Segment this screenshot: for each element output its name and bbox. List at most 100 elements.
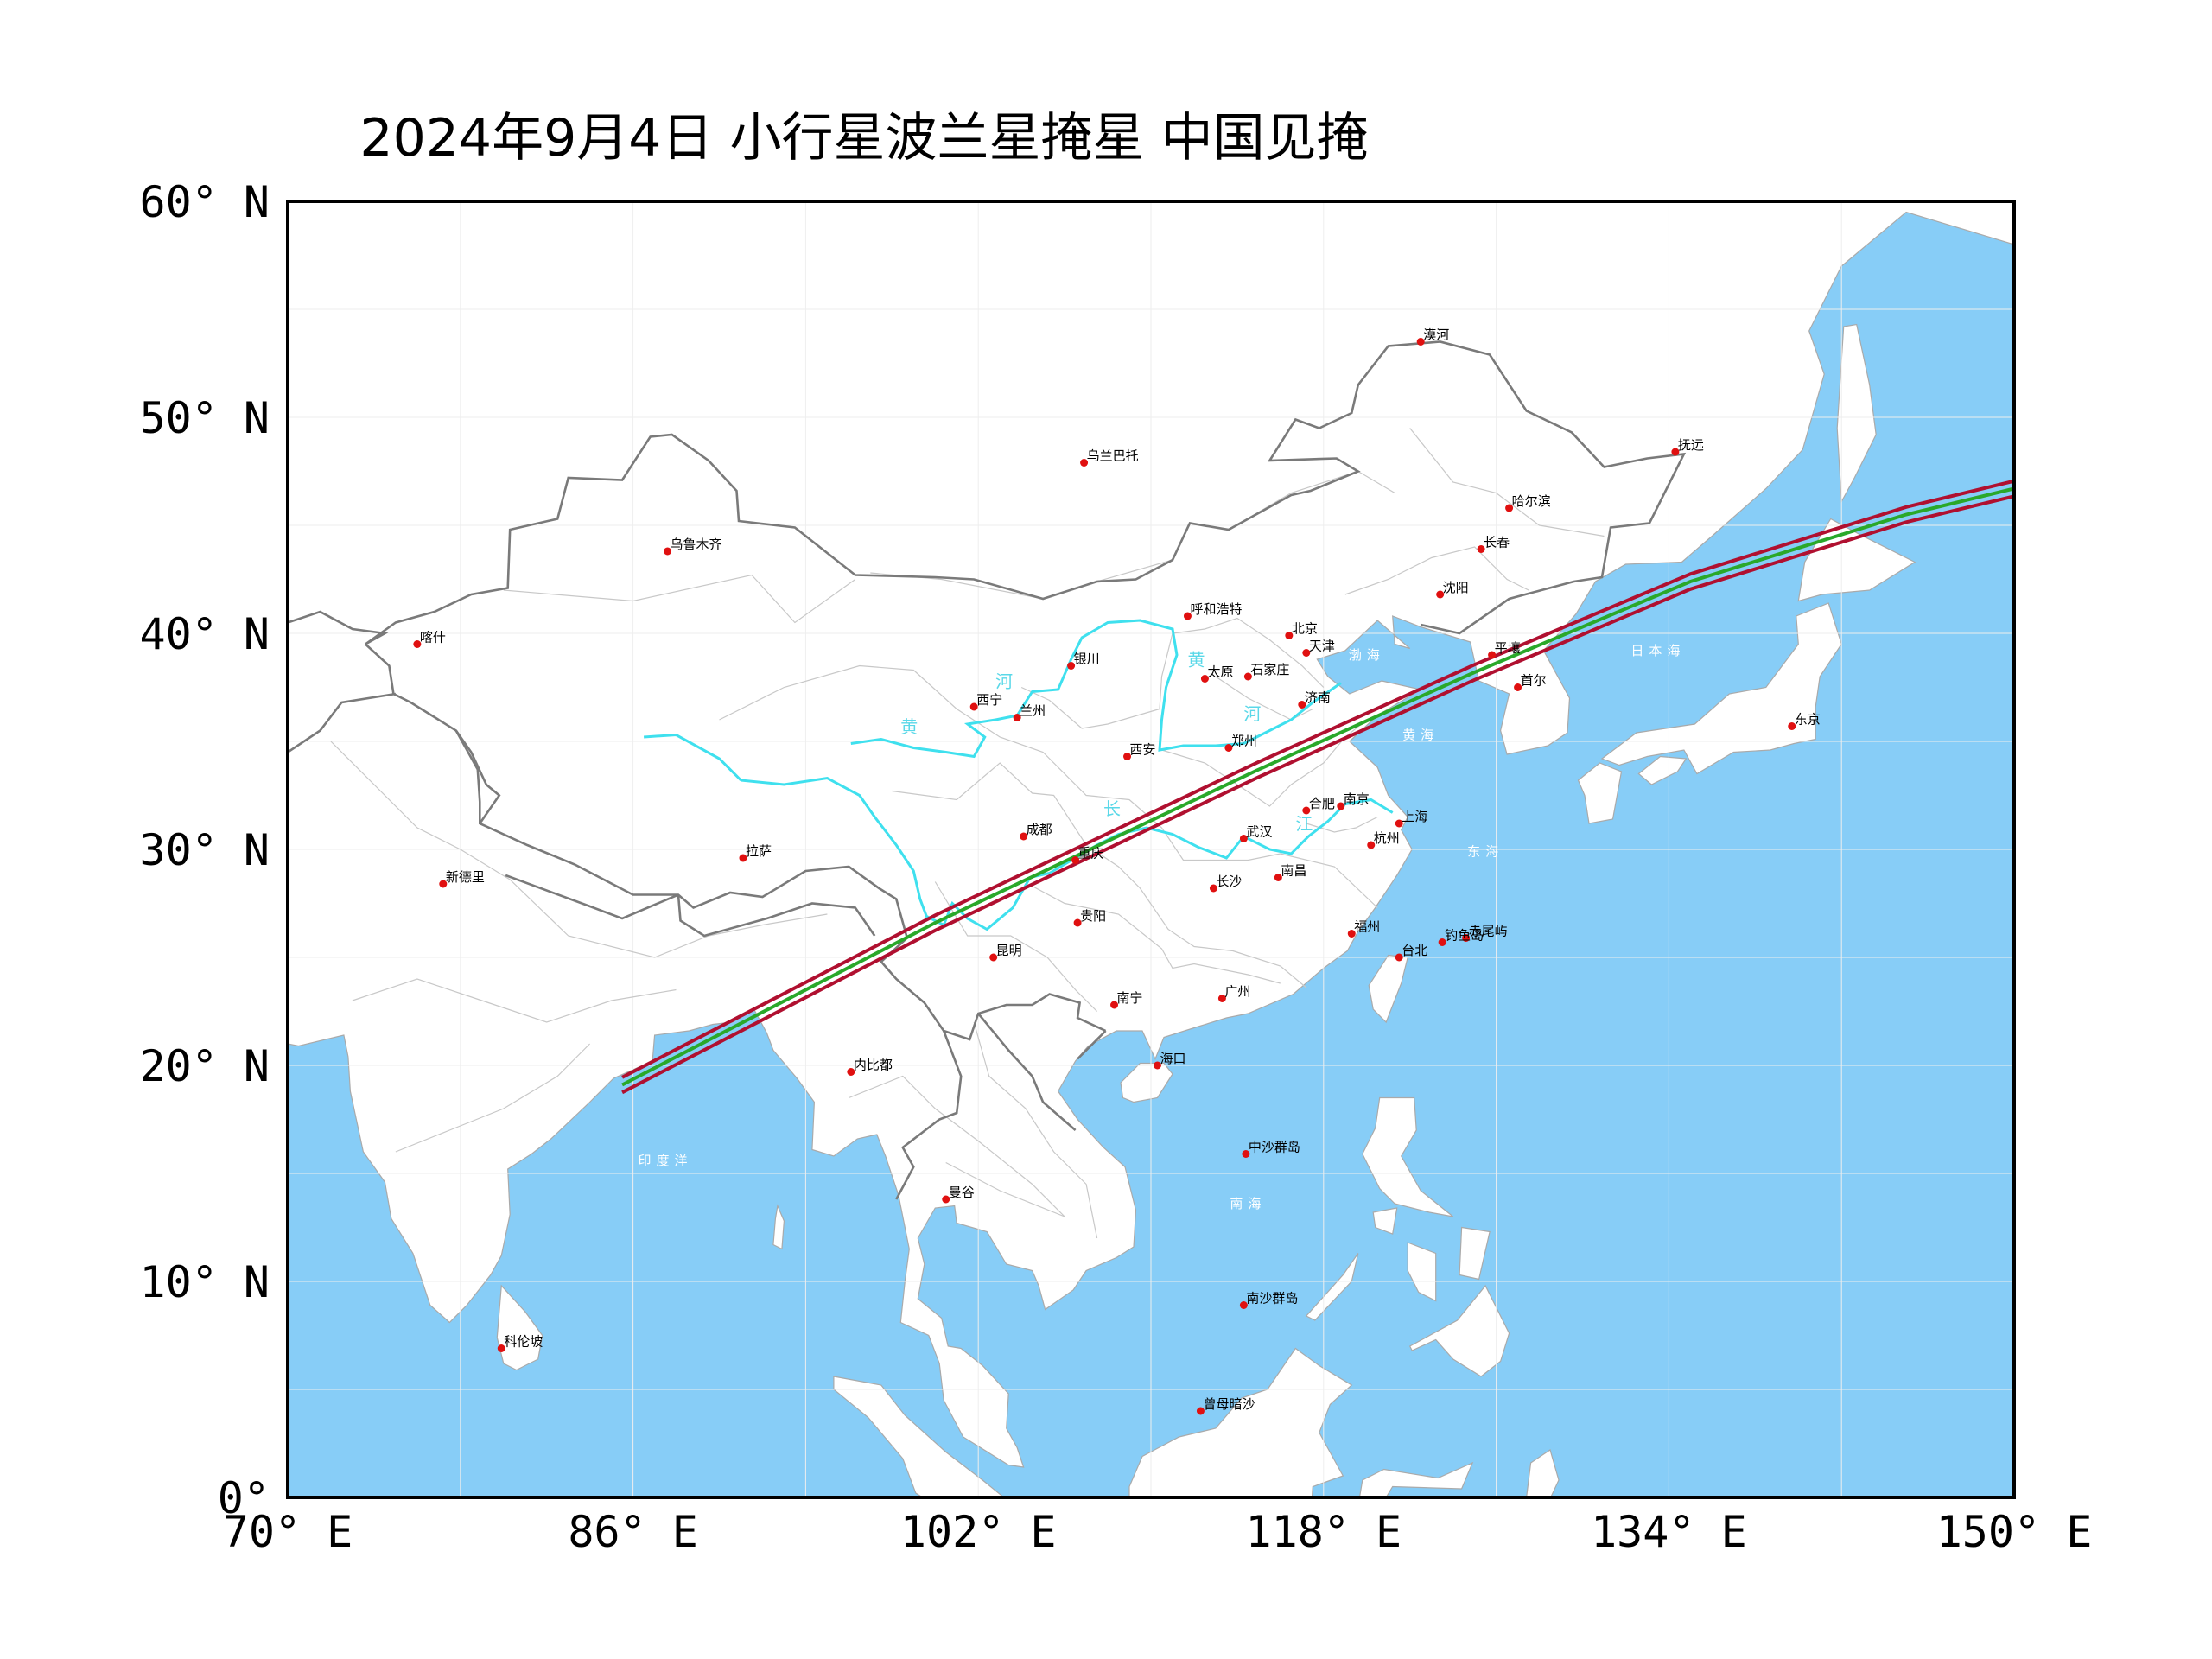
country-border bbox=[454, 729, 501, 824]
city-dot bbox=[1073, 918, 1082, 927]
latitude-tick-label: 20° N bbox=[139, 1041, 270, 1091]
city-label: 贵阳 bbox=[1080, 908, 1106, 924]
river bbox=[850, 619, 1342, 759]
city-dot bbox=[1183, 612, 1192, 620]
longitude-tick-label: 70° E bbox=[223, 1507, 353, 1557]
city-dot bbox=[1153, 1061, 1161, 1070]
city-marker: 郑州 bbox=[1224, 734, 1257, 752]
river-label: 河 bbox=[995, 671, 1013, 692]
province-border bbox=[973, 1021, 1098, 1239]
occultation-path bbox=[621, 479, 2014, 1095]
land-sri-lanka bbox=[496, 1284, 543, 1371]
city-marker: 喀什 bbox=[413, 630, 446, 648]
country-border bbox=[365, 643, 1107, 1041]
city-dot bbox=[1337, 802, 1345, 810]
latitude-tick-label: 60° N bbox=[139, 177, 270, 227]
city-marker: 太原 bbox=[1200, 664, 1233, 683]
country-border bbox=[977, 1013, 1077, 1131]
city-dot bbox=[1505, 504, 1514, 512]
city-dot bbox=[1367, 841, 1376, 849]
city-dot bbox=[1298, 701, 1306, 709]
city-marker: 广州 bbox=[1217, 984, 1250, 1002]
city-dot bbox=[1013, 714, 1021, 721]
longitude-tick-label: 86° E bbox=[568, 1507, 698, 1557]
province-border bbox=[395, 1043, 591, 1153]
city-marker: 中沙群岛 bbox=[1242, 1140, 1300, 1158]
river bbox=[643, 733, 742, 782]
city-dot bbox=[1285, 632, 1294, 639]
city-label: 兰州 bbox=[1020, 703, 1046, 719]
city-label: 漠河 bbox=[1423, 327, 1449, 343]
city-label: 长春 bbox=[1484, 535, 1510, 550]
land-sulawesi bbox=[1358, 1461, 1474, 1497]
country-border bbox=[895, 1030, 963, 1200]
city-label: 昆明 bbox=[996, 943, 1022, 958]
land-honshu bbox=[1600, 602, 1842, 775]
city-marker: 赤尾屿 bbox=[1462, 924, 1508, 942]
city-label: 喀什 bbox=[420, 630, 446, 645]
city-dot bbox=[1438, 938, 1446, 946]
city-dot bbox=[1462, 934, 1471, 942]
sea-label: 南海 bbox=[1230, 1196, 1266, 1211]
city-marker: 平壤 bbox=[1488, 640, 1521, 659]
graticule bbox=[288, 201, 2014, 1497]
city-dot bbox=[847, 1068, 855, 1076]
city-dot bbox=[1477, 545, 1485, 553]
province-border bbox=[719, 664, 1378, 908]
latitude-tick-label: 30° N bbox=[139, 825, 270, 875]
city-marker: 南京 bbox=[1337, 791, 1370, 810]
land-borneo bbox=[1128, 1347, 1353, 1497]
river bbox=[741, 776, 1394, 931]
city-dot bbox=[439, 880, 448, 888]
city-dot bbox=[1347, 930, 1356, 938]
river-label: 江 bbox=[1295, 814, 1313, 835]
city-marker: 沈阳 bbox=[1436, 580, 1469, 599]
city-marker: 曼谷 bbox=[942, 1185, 975, 1204]
city-label: 曾母暗沙 bbox=[1203, 1396, 1255, 1412]
city-dot bbox=[969, 702, 978, 711]
city-marker: 南宁 bbox=[1110, 990, 1143, 1009]
city-label: 南昌 bbox=[1281, 863, 1306, 879]
city-label: 北京 bbox=[1292, 621, 1318, 637]
path-north-limit bbox=[621, 479, 2014, 1079]
city-dot bbox=[413, 640, 422, 648]
longitude-tick-label: 102° E bbox=[900, 1507, 1057, 1557]
longitude-axis: 70° E 86° E 102° E 118° E 134° E 150° E bbox=[223, 1507, 2093, 1557]
longitude-tick-label: 134° E bbox=[1591, 1507, 1747, 1557]
city-dot bbox=[1196, 1407, 1205, 1415]
city-marker: 银川 bbox=[1067, 652, 1100, 670]
city-marker: 呼和浩特 bbox=[1183, 601, 1242, 620]
city-dot bbox=[1110, 1001, 1119, 1009]
city-label: 广州 bbox=[1224, 984, 1250, 1000]
city-label: 郑州 bbox=[1231, 734, 1257, 749]
city-dot bbox=[1395, 953, 1403, 962]
city-dot bbox=[1488, 651, 1497, 659]
city-label: 拉萨 bbox=[746, 843, 772, 859]
city-label: 西宁 bbox=[976, 692, 1002, 708]
city-label: 太原 bbox=[1207, 664, 1233, 680]
city-dot bbox=[1224, 744, 1233, 752]
sea-label: 渤海 bbox=[1349, 647, 1385, 663]
city-dot bbox=[1239, 835, 1248, 842]
city-dot bbox=[1067, 662, 1076, 670]
province-border bbox=[1020, 617, 1325, 729]
country-border bbox=[365, 340, 1687, 645]
city-marker: 西宁 bbox=[969, 692, 1002, 711]
city-dot bbox=[664, 547, 672, 556]
city-dot bbox=[1242, 1150, 1250, 1158]
province-border bbox=[934, 881, 1098, 1012]
city-dot bbox=[1217, 995, 1226, 1002]
city-label: 上海 bbox=[1402, 809, 1427, 824]
city-marker: 首尔 bbox=[1514, 673, 1547, 691]
land-mindanao bbox=[1408, 1284, 1510, 1377]
city-marker: 贵阳 bbox=[1073, 908, 1106, 927]
city-dot bbox=[497, 1344, 505, 1352]
city-label: 武汉 bbox=[1246, 824, 1272, 840]
city-marker: 长春 bbox=[1477, 535, 1510, 553]
city-dot bbox=[942, 1195, 950, 1204]
land-shikoku bbox=[1637, 755, 1688, 785]
land-luzon bbox=[1362, 1096, 1454, 1217]
sea-label: 黄海 bbox=[1402, 728, 1439, 743]
city-marker: 新德里 bbox=[439, 869, 485, 888]
